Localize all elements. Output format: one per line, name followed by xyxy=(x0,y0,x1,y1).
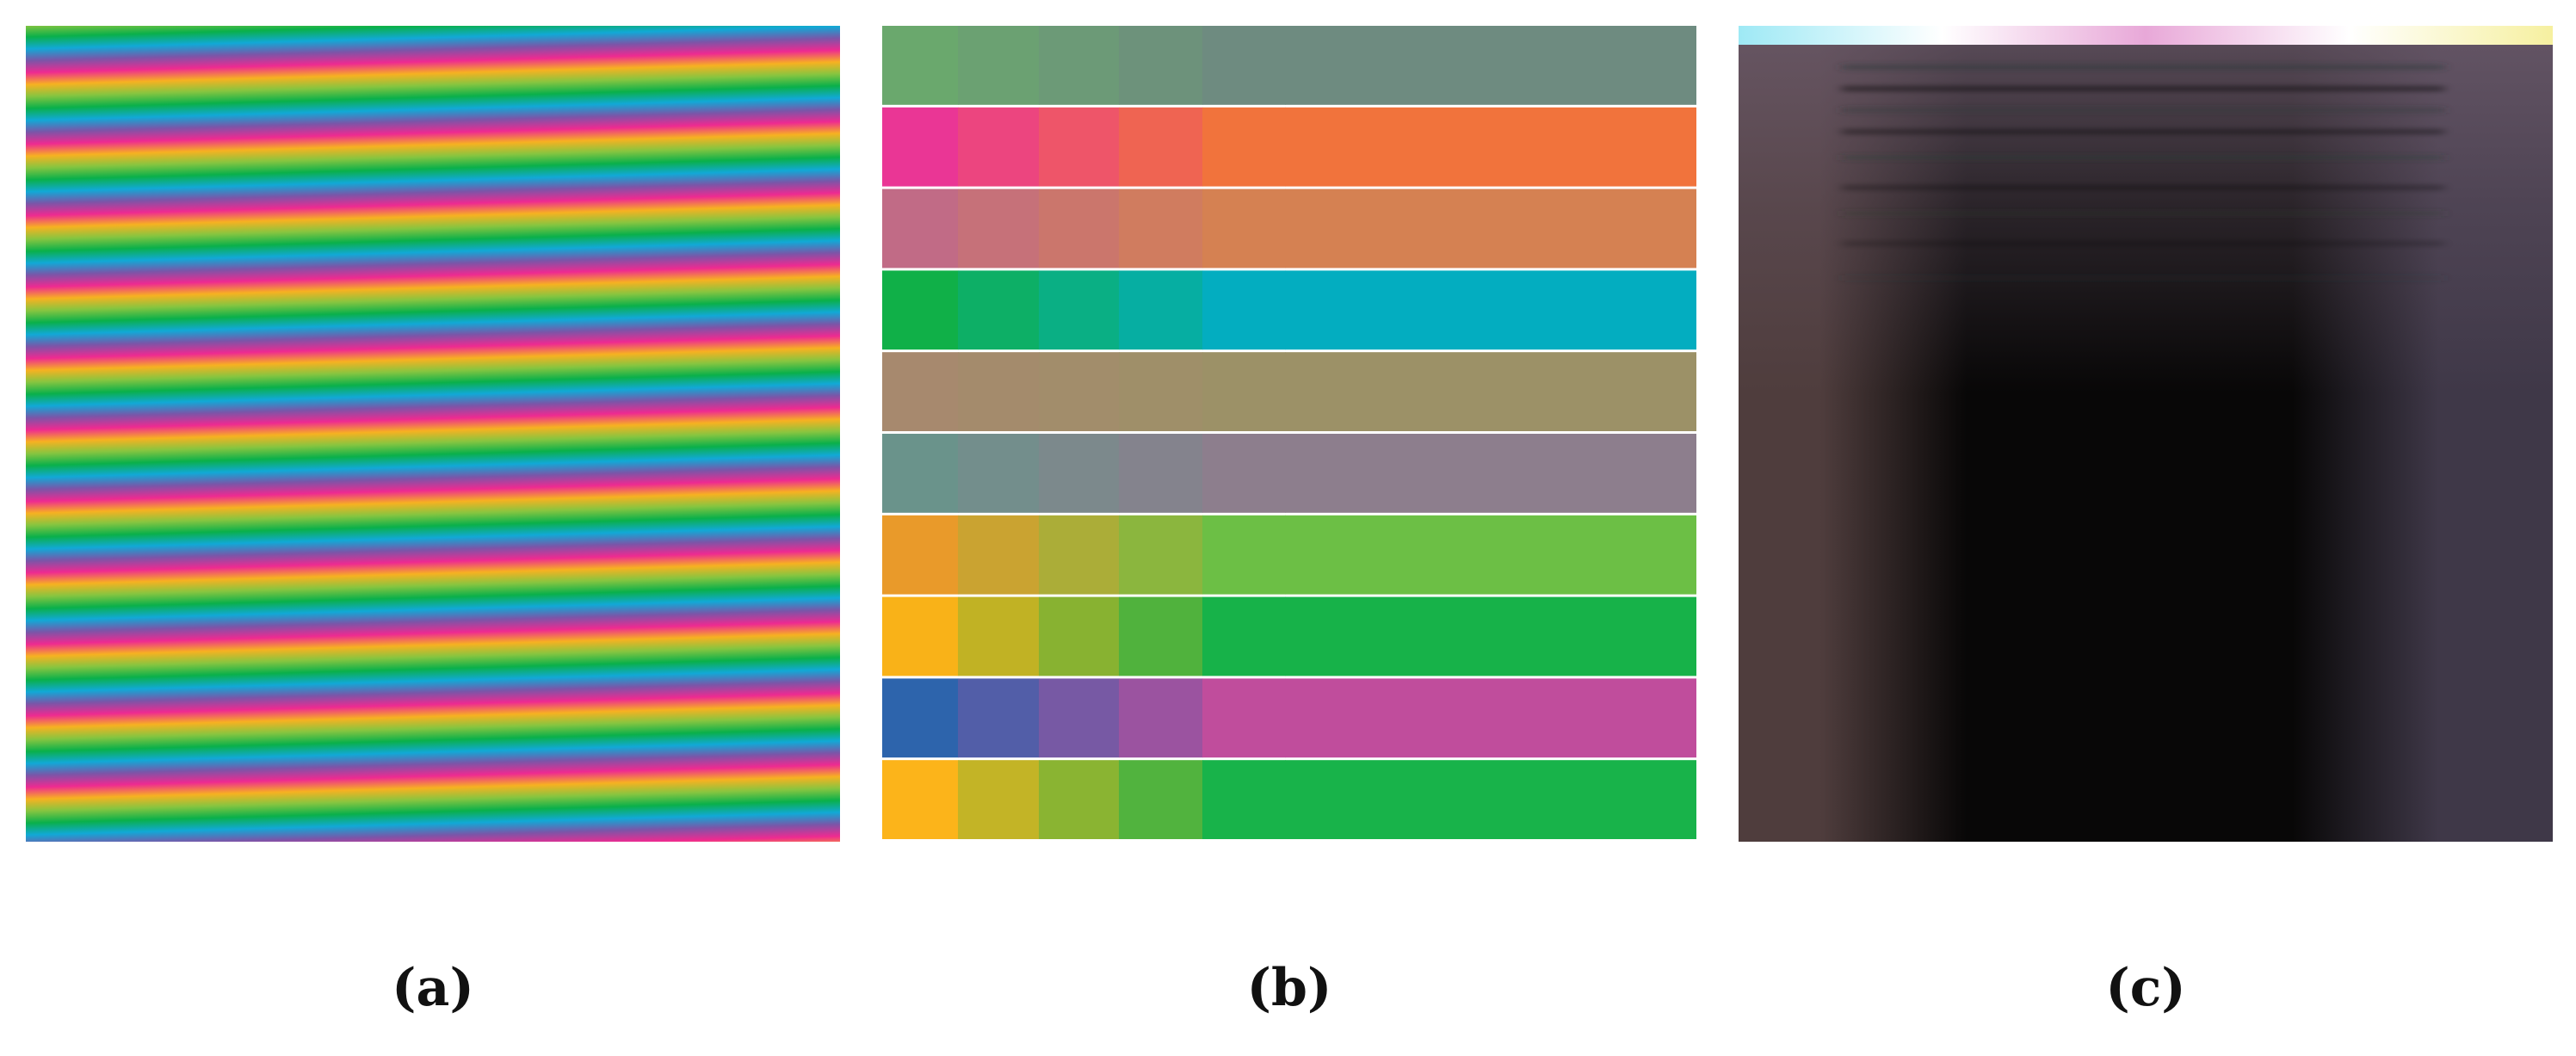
color-block xyxy=(958,596,1040,676)
color-block xyxy=(958,352,1040,431)
color-block xyxy=(958,26,1040,105)
color-block xyxy=(882,352,959,431)
color-block xyxy=(1202,352,1286,431)
color-block xyxy=(1202,26,1286,105)
color-block xyxy=(1285,678,1696,758)
panel-a-image xyxy=(26,26,840,842)
caption-c: (c) xyxy=(2105,958,2186,1018)
color-block xyxy=(1202,107,1286,187)
color-block xyxy=(1285,270,1696,350)
color-block xyxy=(1039,107,1120,187)
color-row xyxy=(882,270,1696,350)
color-block xyxy=(1039,515,1120,595)
color-block xyxy=(1202,270,1286,350)
color-row xyxy=(882,188,1696,269)
hue-stripe-field xyxy=(26,26,840,842)
color-block xyxy=(1285,515,1696,595)
color-block xyxy=(1285,352,1696,431)
panel-b-image xyxy=(882,26,1696,839)
color-block xyxy=(1039,26,1120,105)
color-block xyxy=(958,188,1040,269)
color-block xyxy=(1119,434,1203,513)
color-block xyxy=(1119,188,1203,269)
color-row xyxy=(882,678,1696,758)
color-block xyxy=(1039,270,1120,350)
color-block xyxy=(1285,188,1696,269)
bright-top-band xyxy=(1739,26,2553,45)
color-block xyxy=(882,107,959,187)
color-block xyxy=(1119,270,1203,350)
panel-c-dark-texture xyxy=(1739,26,2553,842)
panel-a-hue-stripes xyxy=(26,26,840,842)
color-block xyxy=(1119,26,1203,105)
color-block xyxy=(958,434,1040,513)
color-block xyxy=(958,107,1040,187)
upper-tint xyxy=(1739,26,2553,842)
color-row xyxy=(882,760,1696,839)
color-block xyxy=(1202,596,1286,676)
color-block xyxy=(882,434,959,513)
horizontal-streaks xyxy=(1842,65,2444,281)
color-block xyxy=(1202,434,1286,513)
color-block xyxy=(1119,352,1203,431)
color-block xyxy=(882,188,959,269)
color-block xyxy=(882,596,959,676)
color-row xyxy=(882,26,1696,105)
color-block xyxy=(882,270,959,350)
caption-b: (b) xyxy=(1246,958,1332,1018)
color-row xyxy=(882,434,1696,513)
color-block xyxy=(1039,352,1120,431)
color-block xyxy=(1119,515,1203,595)
color-block xyxy=(1039,760,1120,839)
color-block xyxy=(882,515,959,595)
panel-b-color-rows xyxy=(882,26,1696,842)
color-row xyxy=(882,515,1696,595)
color-block xyxy=(1202,678,1286,758)
color-block xyxy=(1285,434,1696,513)
color-block xyxy=(882,678,959,758)
color-block xyxy=(1039,678,1120,758)
color-block xyxy=(958,760,1040,839)
color-block xyxy=(1039,596,1120,676)
color-block xyxy=(1285,26,1696,105)
color-block xyxy=(1119,107,1203,187)
color-block xyxy=(1202,188,1286,269)
color-block xyxy=(882,26,959,105)
color-row xyxy=(882,352,1696,431)
color-block xyxy=(958,515,1040,595)
color-block xyxy=(1039,188,1120,269)
color-row xyxy=(882,596,1696,676)
panel-c-image xyxy=(1739,26,2553,842)
color-block xyxy=(882,760,959,839)
color-block xyxy=(1119,678,1203,758)
color-block xyxy=(1285,596,1696,676)
color-block xyxy=(1119,760,1203,839)
color-block xyxy=(1285,107,1696,187)
color-block xyxy=(1202,760,1286,839)
color-block xyxy=(1039,434,1120,513)
color-block xyxy=(958,678,1040,758)
color-block xyxy=(958,270,1040,350)
color-block xyxy=(1285,760,1696,839)
color-block xyxy=(1119,596,1203,676)
color-block xyxy=(1202,515,1286,595)
caption-a: (a) xyxy=(392,958,474,1018)
color-row xyxy=(882,107,1696,187)
